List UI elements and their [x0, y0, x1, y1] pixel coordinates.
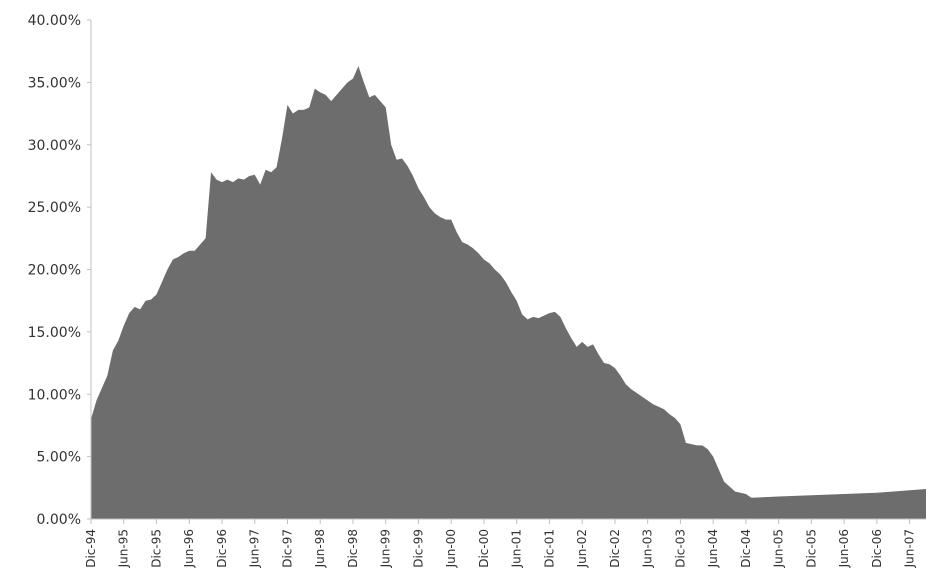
x-tick-label: Dic-99: [411, 529, 425, 568]
x-axis-ticks: Dic-94 Jun-95 Dic-95 Jun-96 Dic-96 Jun-97 Dic-…: [84, 519, 917, 568]
series-area-group: [91, 66, 926, 519]
x-tick-label: Jun-97: [248, 529, 262, 568]
x-tick-label: Dic-06: [870, 529, 884, 568]
x-tick-label: Dic-04: [739, 529, 753, 568]
x-tick-label: Jun-04: [706, 529, 720, 568]
x-tick-label: Jun-96: [182, 529, 196, 568]
x-tick-label: Jun-07: [903, 529, 917, 568]
y-tick-label: 30.00%: [28, 138, 81, 154]
x-tick-label: Jun-99: [379, 529, 393, 568]
x-tick-label: Dic-97: [280, 529, 294, 568]
area-series-0: [91, 66, 926, 519]
y-axis-ticks: 0.00% 5.00% 10.00% 15.00% 20.00% 25.00% 30.00%…: [28, 13, 91, 528]
y-tick-label: 20.00%: [28, 263, 81, 279]
x-tick-label: Dic-03: [673, 529, 687, 568]
x-tick-label: Jun-00: [444, 529, 458, 568]
x-tick-label: Dic-05: [804, 529, 818, 568]
x-tick-label: Dic-96: [215, 529, 229, 568]
y-tick-label: 40.00%: [28, 13, 81, 29]
y-tick-label: 10.00%: [28, 387, 81, 403]
x-tick-label: Jun-06: [837, 529, 851, 568]
x-tick-label: Dic-01: [542, 529, 556, 568]
x-tick-label: Jun-03: [641, 529, 655, 568]
x-tick-label: Dic-00: [477, 529, 491, 568]
x-tick-label: Dic-95: [149, 529, 163, 568]
x-tick-label: Jun-02: [575, 529, 589, 568]
x-tick-label: Dic-98: [346, 529, 360, 568]
y-tick-label: 0.00%: [37, 512, 81, 528]
x-tick-label: Dic-94: [84, 529, 98, 568]
x-tick-label: Jun-01: [510, 529, 524, 568]
y-tick-label: 25.00%: [28, 200, 81, 216]
x-tick-label: Jun-05: [772, 529, 786, 568]
x-tick-label: Jun-95: [117, 529, 131, 568]
x-tick-label: Dic-02: [608, 529, 622, 568]
y-tick-label: 5.00%: [37, 450, 81, 466]
x-tick-label: Jun-98: [313, 529, 327, 568]
y-tick-label: 15.00%: [28, 325, 81, 341]
y-tick-label: 35.00%: [28, 75, 81, 91]
